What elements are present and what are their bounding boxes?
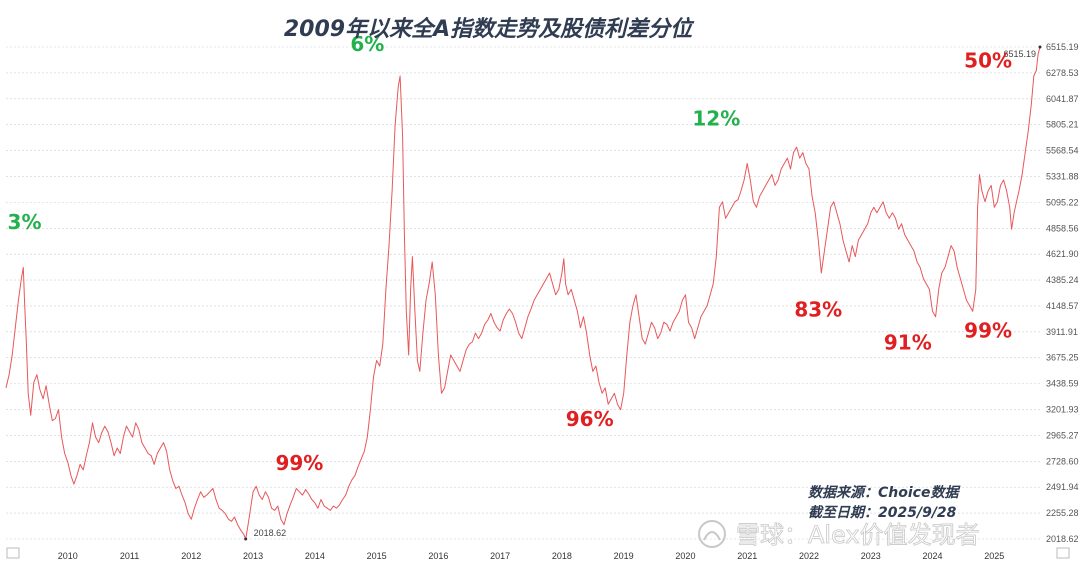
x-tick-label: 2016 — [428, 551, 448, 561]
x-tick-label: 2017 — [490, 551, 510, 561]
percentile-label: 83% — [794, 298, 842, 322]
percentile-label: 96% — [566, 407, 614, 431]
y-tick-label: 3675.25 — [1046, 353, 1079, 363]
x-tick-label: 2024 — [923, 551, 943, 561]
x-tick-label: 2014 — [305, 551, 325, 561]
y-tick-label: 5095.22 — [1046, 197, 1079, 207]
y-tick-label: 2728.60 — [1046, 456, 1079, 466]
y-tick-label: 4621.90 — [1046, 249, 1079, 259]
x-tick-label: 2018 — [552, 551, 572, 561]
grid-lines — [6, 46, 1040, 540]
y-tick-label: 4385.24 — [1046, 275, 1079, 285]
percentile-label: 99% — [964, 319, 1012, 343]
percentile-label: 91% — [884, 331, 932, 355]
watermark-text: 雪球：Alex价值发现者 — [736, 521, 980, 549]
scroll-left-handle[interactable] — [6, 547, 20, 559]
x-tick-label: 2020 — [675, 551, 695, 561]
watermark-logo-icon — [698, 520, 726, 548]
x-tick-label: 2010 — [58, 551, 78, 561]
y-tick-label: 2018.62 — [1046, 534, 1079, 544]
y-tick-label: 5568.54 — [1046, 146, 1079, 156]
extreme-point-marker — [1038, 45, 1042, 49]
y-tick-label: 3911.91 — [1046, 327, 1078, 337]
y-tick-label: 2255.28 — [1046, 508, 1079, 518]
x-tick-label: 2022 — [799, 551, 819, 561]
series-group — [5, 46, 1041, 540]
y-tick-label: 2965.27 — [1046, 430, 1079, 440]
y-tick-label: 4858.56 — [1046, 223, 1079, 233]
x-tick-label: 2011 — [120, 551, 139, 561]
y-tick-label: 3438.59 — [1046, 379, 1079, 389]
y-tick-label: 5805.21 — [1046, 120, 1079, 130]
x-tick-label: 2012 — [181, 551, 201, 561]
x-axis-ticks: 2010 2011 2012 2013 2014 2015 2016 2017 2018 2019… — [58, 551, 1005, 561]
y-tick-label: 6515.19 — [1046, 42, 1079, 52]
x-tick-label: 2025 — [984, 551, 1004, 561]
y-tick-label: 6278.53 — [1046, 68, 1079, 78]
percentile-label: 50% — [964, 48, 1012, 72]
percentile-label: 3% — [8, 210, 42, 234]
y-tick-label: 4148.57 — [1046, 301, 1079, 311]
source-line: 数据来源：Choice数据 — [808, 484, 961, 501]
watermark: 雪球：Alex价值发现者 — [698, 520, 980, 549]
percentile-label: 99% — [275, 451, 323, 475]
x-tick-label: 2013 — [243, 551, 263, 561]
extreme-point-marker — [244, 537, 248, 541]
y-tick-label: 5331.88 — [1046, 171, 1079, 181]
percentile-annotations: 3% 6% 12% 99% 96% 83% 91% 99% 50% — [8, 32, 1013, 475]
x-tick-label: 2021 — [737, 551, 757, 561]
percentile-label: 12% — [692, 106, 740, 130]
extreme-point-label: 6515.19 — [1003, 49, 1036, 59]
point-labels: 2018.62 6515.19 — [244, 45, 1042, 541]
percentile-label: 6% — [350, 32, 384, 56]
watermark-logo-mark — [703, 531, 721, 541]
y-tick-label: 6041.87 — [1046, 94, 1079, 104]
y-axis-ticks: 6515.19 6278.53 6041.87 5805.21 5568.54 5331.… — [1046, 42, 1079, 544]
x-tick-label: 2023 — [861, 551, 881, 561]
y-tick-label: 2491.94 — [1046, 482, 1079, 492]
y-tick-label: 3201.93 — [1046, 405, 1079, 415]
x-tick-label: 2019 — [614, 551, 634, 561]
x-tick-label: 2015 — [367, 551, 387, 561]
extreme-point-label: 2018.62 — [254, 528, 287, 538]
scroll-right-handle[interactable] — [1056, 547, 1070, 559]
chart-title: 2009年以来全A指数走势及股债利差分位 — [284, 16, 695, 42]
date-line: 截至日期：2025/9/28 — [808, 504, 957, 521]
series-line — [5, 46, 1041, 540]
